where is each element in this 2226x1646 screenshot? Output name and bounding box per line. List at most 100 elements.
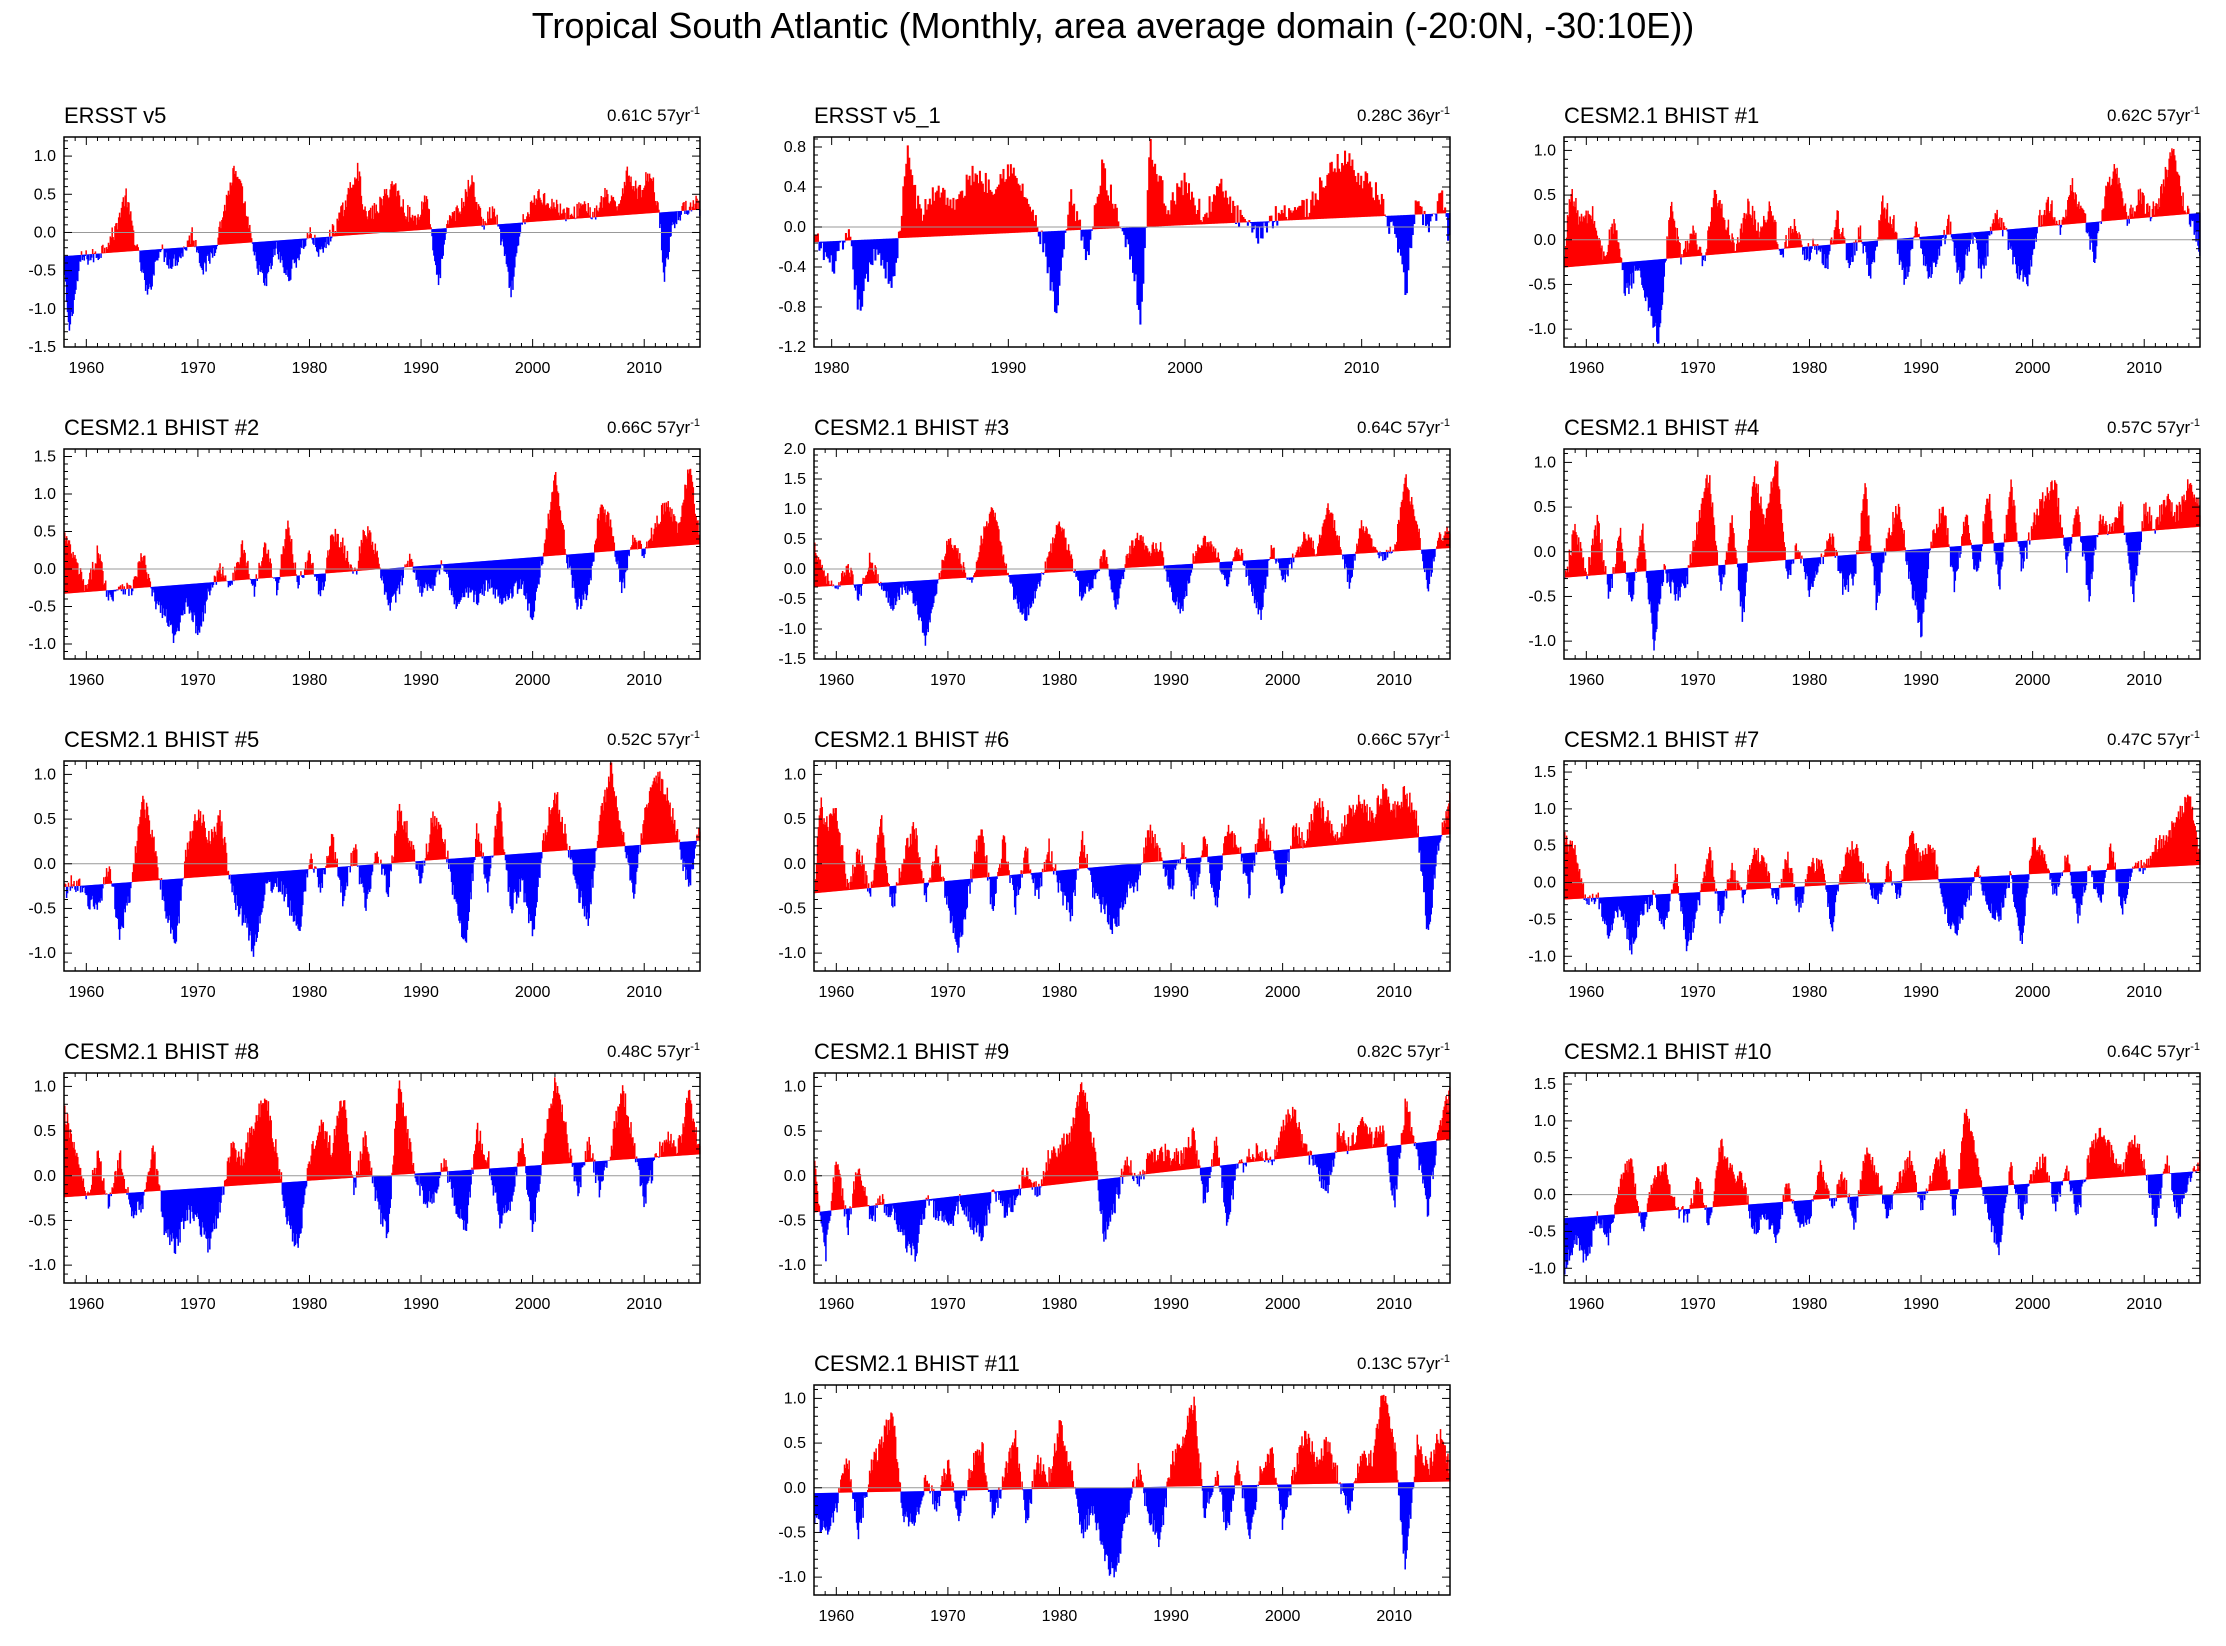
negative-anomaly-bar	[1881, 552, 1883, 573]
positive-anomaly-bar	[375, 204, 378, 234]
positive-anomaly-bar	[1152, 542, 1154, 567]
positive-anomaly-bar	[489, 218, 492, 225]
positive-anomaly-bar	[1223, 197, 1226, 224]
negative-anomaly-bar	[541, 556, 544, 564]
negative-anomaly-bar	[1235, 222, 1238, 225]
negative-anomaly-bar	[837, 240, 840, 251]
positive-anomaly-bar	[71, 557, 73, 594]
positive-anomaly-bar	[1154, 163, 1157, 227]
positive-anomaly-bar	[1693, 546, 1695, 568]
positive-anomaly-bar	[1288, 208, 1291, 221]
negative-anomaly-bar	[1183, 564, 1185, 599]
positive-anomaly-bar	[126, 207, 128, 252]
positive-anomaly-bar	[133, 576, 136, 589]
negative-anomaly-bar	[1665, 258, 1667, 261]
positive-anomaly-bar	[1139, 535, 1141, 568]
negative-anomaly-bar	[488, 560, 490, 584]
positive-anomaly-bar	[1269, 556, 1272, 560]
positive-anomaly-bar	[1765, 508, 1768, 562]
negative-anomaly-bar	[414, 566, 417, 571]
negative-anomaly-bar	[1976, 232, 1979, 250]
positive-anomaly-bar	[2154, 206, 2156, 217]
negative-anomaly-bar	[906, 581, 909, 595]
negative-anomaly-bar	[1909, 549, 1912, 582]
negative-anomaly-bar	[85, 885, 87, 895]
positive-anomaly-bar	[982, 538, 984, 577]
positive-anomaly-bar	[924, 199, 927, 237]
negative-anomaly-bar	[869, 239, 873, 265]
positive-anomaly-bar	[1727, 543, 1730, 565]
positive-anomaly-bar	[429, 224, 431, 230]
negative-anomaly-bar	[106, 590, 109, 592]
negative-anomaly-bar	[1384, 551, 1387, 560]
positive-anomaly-bar	[1671, 211, 1674, 259]
positive-anomaly-bar	[1068, 201, 1071, 231]
positive-anomaly-bar	[844, 233, 847, 241]
x-tick-label: 2000	[515, 672, 551, 689]
negative-anomaly-bar	[1096, 569, 1099, 573]
negative-anomaly-bar	[1036, 573, 1038, 589]
positive-anomaly-bar	[1310, 537, 1313, 557]
positive-anomaly-bar	[356, 162, 359, 235]
negative-anomaly-bar	[1407, 214, 1410, 271]
positive-anomaly-bar	[814, 234, 817, 242]
positive-anomaly-bar	[1595, 230, 1598, 265]
positive-anomaly-bar	[1144, 549, 1146, 567]
positive-anomaly-bar	[1619, 527, 1622, 574]
positive-anomaly-bar	[1241, 552, 1244, 561]
negative-anomaly-bar	[2150, 217, 2153, 219]
negative-anomaly-bar	[386, 568, 389, 600]
negative-anomaly-bar	[1081, 229, 1085, 237]
negative-anomaly-bar	[1219, 562, 1221, 571]
positive-anomaly-bar	[1000, 545, 1003, 576]
positive-anomaly-bar	[103, 252, 105, 254]
positive-anomaly-bar	[384, 193, 387, 233]
positive-anomaly-bar	[448, 215, 451, 228]
negative-anomaly-bar	[1429, 549, 1432, 571]
negative-anomaly-bar	[445, 228, 447, 234]
positive-anomaly-bar	[998, 184, 1001, 234]
positive-anomaly-bar	[364, 206, 366, 235]
positive-anomaly-bar	[1141, 540, 1143, 567]
positive-anomaly-bar	[187, 240, 190, 248]
negative-anomaly-bar	[936, 579, 939, 584]
negative-anomaly-bar	[326, 236, 328, 238]
positive-anomaly-bar	[645, 546, 647, 549]
positive-anomaly-bar	[230, 185, 232, 244]
negative-anomaly-bar	[1868, 241, 1871, 276]
negative-anomaly-bar	[1009, 575, 1011, 583]
negative-anomaly-bar	[1970, 232, 1972, 240]
negative-anomaly-bar	[858, 584, 861, 595]
negative-anomaly-bar	[644, 548, 646, 555]
positive-anomaly-bar	[1031, 209, 1034, 233]
negative-anomaly-bar	[1644, 260, 1647, 302]
positive-anomaly-bar	[487, 211, 489, 226]
positive-anomaly-bar	[307, 552, 310, 575]
negative-anomaly-bar	[1433, 213, 1436, 215]
positive-anomaly-bar	[1590, 564, 1592, 576]
positive-anomaly-bar	[2120, 501, 2122, 534]
negative-anomaly-bar	[1179, 564, 1181, 614]
positive-anomaly-bar	[987, 179, 990, 235]
positive-anomaly-bar	[905, 163, 908, 238]
positive-anomaly-bar	[1358, 184, 1361, 218]
positive-anomaly-bar	[1832, 240, 1835, 245]
negative-anomaly-bar	[1165, 565, 1167, 572]
positive-anomaly-bar	[1282, 213, 1285, 221]
negative-anomaly-bar	[287, 239, 289, 277]
negative-anomaly-bar	[1084, 570, 1087, 594]
negative-anomaly-bar	[1586, 575, 1588, 580]
positive-anomaly-bar	[91, 249, 94, 255]
positive-anomaly-bar	[2141, 521, 2143, 532]
negative-anomaly-bar	[317, 237, 320, 257]
negative-anomaly-bar	[1086, 570, 1088, 587]
positive-anomaly-bar	[1111, 203, 1114, 229]
positive-anomaly-bar	[1065, 537, 1067, 572]
positive-anomaly-bar	[649, 538, 652, 549]
positive-anomaly-bar	[1369, 534, 1371, 553]
positive-anomaly-bar	[2162, 179, 2165, 217]
positive-anomaly-bar	[257, 577, 259, 579]
positive-anomaly-bar	[1441, 190, 1444, 214]
positive-anomaly-bar	[1755, 483, 1758, 563]
positive-anomaly-bar	[962, 197, 965, 236]
